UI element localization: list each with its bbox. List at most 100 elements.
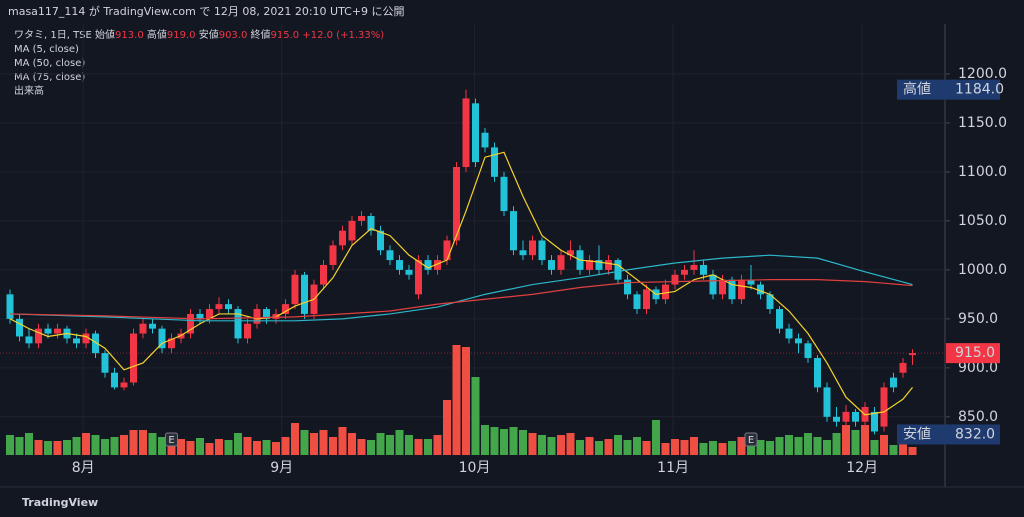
volume-bar: [329, 437, 337, 455]
indicator-label: 出来高: [14, 84, 44, 97]
y-tick-label: 950.0: [958, 311, 998, 327]
indicator-label: MA (5, close): [14, 44, 79, 55]
volume-bar: [471, 377, 480, 455]
volume-bar: [785, 435, 793, 455]
candle-body: [82, 333, 90, 344]
indicator-label: MA (50, close): [14, 58, 85, 69]
volume-bar: [728, 441, 736, 455]
volume-bar: [756, 440, 765, 455]
legend-change: +12.0 (+1.33%): [302, 30, 384, 41]
candle-body: [443, 240, 451, 261]
candle-body: [206, 309, 213, 319]
volume-bar: [908, 447, 917, 455]
candle-body: [120, 382, 128, 388]
event-label: E: [748, 435, 754, 446]
legend-item-value: 915.0: [271, 30, 300, 41]
volume-bar: [215, 439, 223, 455]
candle-body: [481, 132, 489, 148]
legend-item-label: 終値: [251, 28, 271, 41]
event-label: E: [168, 435, 174, 446]
volume-bar: [747, 439, 755, 455]
volume-bar: [101, 439, 109, 455]
volume-bar: [34, 440, 43, 455]
volume-bar: [386, 435, 394, 455]
volume-bar: [889, 445, 898, 455]
candle-body: [538, 240, 546, 261]
moving-average: [9, 151, 913, 416]
legend-item-value: 919.0: [167, 30, 196, 41]
volume-bar: [158, 437, 166, 455]
candle-body: [25, 336, 33, 344]
candle-body: [909, 353, 916, 356]
volume-bar: [82, 433, 90, 455]
candle-body: [728, 279, 736, 300]
candle-body: [253, 309, 261, 324]
candle-body: [719, 279, 726, 295]
y-tick-label: 1100.0: [958, 164, 1007, 180]
volume-bar: [737, 437, 746, 455]
volume-bar: [262, 440, 271, 455]
candle-body: [795, 338, 802, 344]
candle-body: [500, 176, 508, 212]
last-price-label: 915.0: [955, 345, 995, 361]
candle-body: [168, 338, 175, 349]
volume-bar: [490, 427, 499, 455]
volume-bar: [452, 345, 461, 455]
y-tick-label: 1000.0: [958, 262, 1007, 278]
volume-bar: [424, 439, 432, 455]
candle-body: [624, 279, 631, 295]
x-tick-label: 8月: [72, 460, 95, 476]
candle-body: [367, 215, 375, 231]
volume-bar: [291, 423, 299, 455]
candle-body: [472, 103, 479, 163]
candle-body: [529, 240, 536, 256]
candle-body: [814, 358, 821, 388]
volume-bar: [709, 441, 717, 455]
candle-body: [73, 338, 80, 344]
candle-body: [890, 377, 897, 388]
candle-body: [747, 279, 755, 285]
x-tick-label: 9月: [270, 460, 293, 476]
volume-bar: [813, 437, 822, 455]
candle-body: [633, 294, 641, 310]
volume-bar: [53, 441, 62, 455]
volume-bar: [253, 441, 261, 455]
volume-bar: [481, 425, 489, 455]
volume-bar: [899, 443, 907, 455]
moving-average: [9, 254, 913, 322]
volume-bar: [139, 430, 147, 455]
candle-body: [785, 328, 793, 339]
candle-body: [434, 260, 441, 270]
candle-body: [101, 353, 109, 373]
candle-body: [415, 260, 422, 295]
volume-bar: [405, 435, 413, 455]
x-tick-label: 10月: [459, 460, 491, 476]
candle-body: [643, 289, 650, 310]
candle-body: [662, 284, 669, 300]
x-tick-label: 12月: [846, 460, 878, 476]
volume-bar: [775, 437, 784, 455]
candle-body: [519, 250, 527, 256]
event-box: [744, 432, 758, 447]
candle-body: [149, 323, 156, 329]
y-tick-label: 1200.0: [958, 66, 1007, 82]
candle-body: [453, 167, 460, 241]
marker-value: 1184.0: [955, 82, 1004, 98]
volume-bar: [794, 437, 803, 455]
legend-item-label: 安値: [199, 28, 219, 41]
volume-bar: [129, 430, 138, 455]
candle-body: [823, 387, 831, 417]
candle-body: [396, 260, 403, 270]
volume-bar: [272, 442, 280, 455]
candle-body: [899, 362, 907, 373]
volume-bar: [576, 440, 584, 455]
candle-body: [329, 245, 337, 265]
candle-body: [738, 279, 745, 300]
candle-body: [671, 274, 679, 285]
legend-item-value: 903.0: [219, 30, 248, 41]
volume-bar: [585, 437, 594, 455]
volume-bar: [614, 435, 622, 455]
volume-bar: [519, 430, 527, 455]
volume-bar: [367, 440, 375, 455]
